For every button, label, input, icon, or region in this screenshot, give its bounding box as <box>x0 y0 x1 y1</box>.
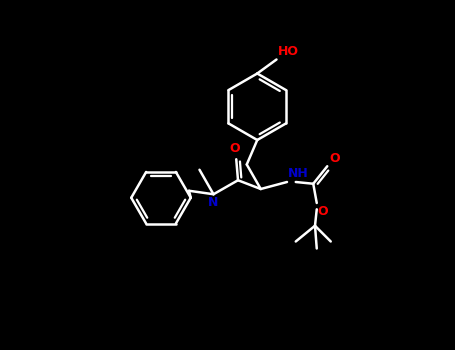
Text: HO: HO <box>278 45 299 58</box>
Text: NH: NH <box>288 167 309 180</box>
Text: N: N <box>207 196 218 209</box>
Text: O: O <box>329 152 339 164</box>
Text: O: O <box>318 205 328 218</box>
Text: O: O <box>229 142 240 155</box>
